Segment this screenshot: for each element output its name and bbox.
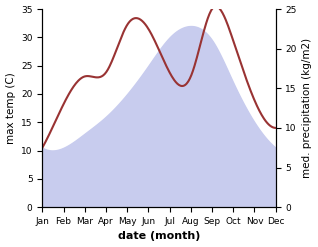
X-axis label: date (month): date (month) [118,231,200,242]
Y-axis label: max temp (C): max temp (C) [5,72,16,144]
Y-axis label: med. precipitation (kg/m2): med. precipitation (kg/m2) [302,38,313,178]
